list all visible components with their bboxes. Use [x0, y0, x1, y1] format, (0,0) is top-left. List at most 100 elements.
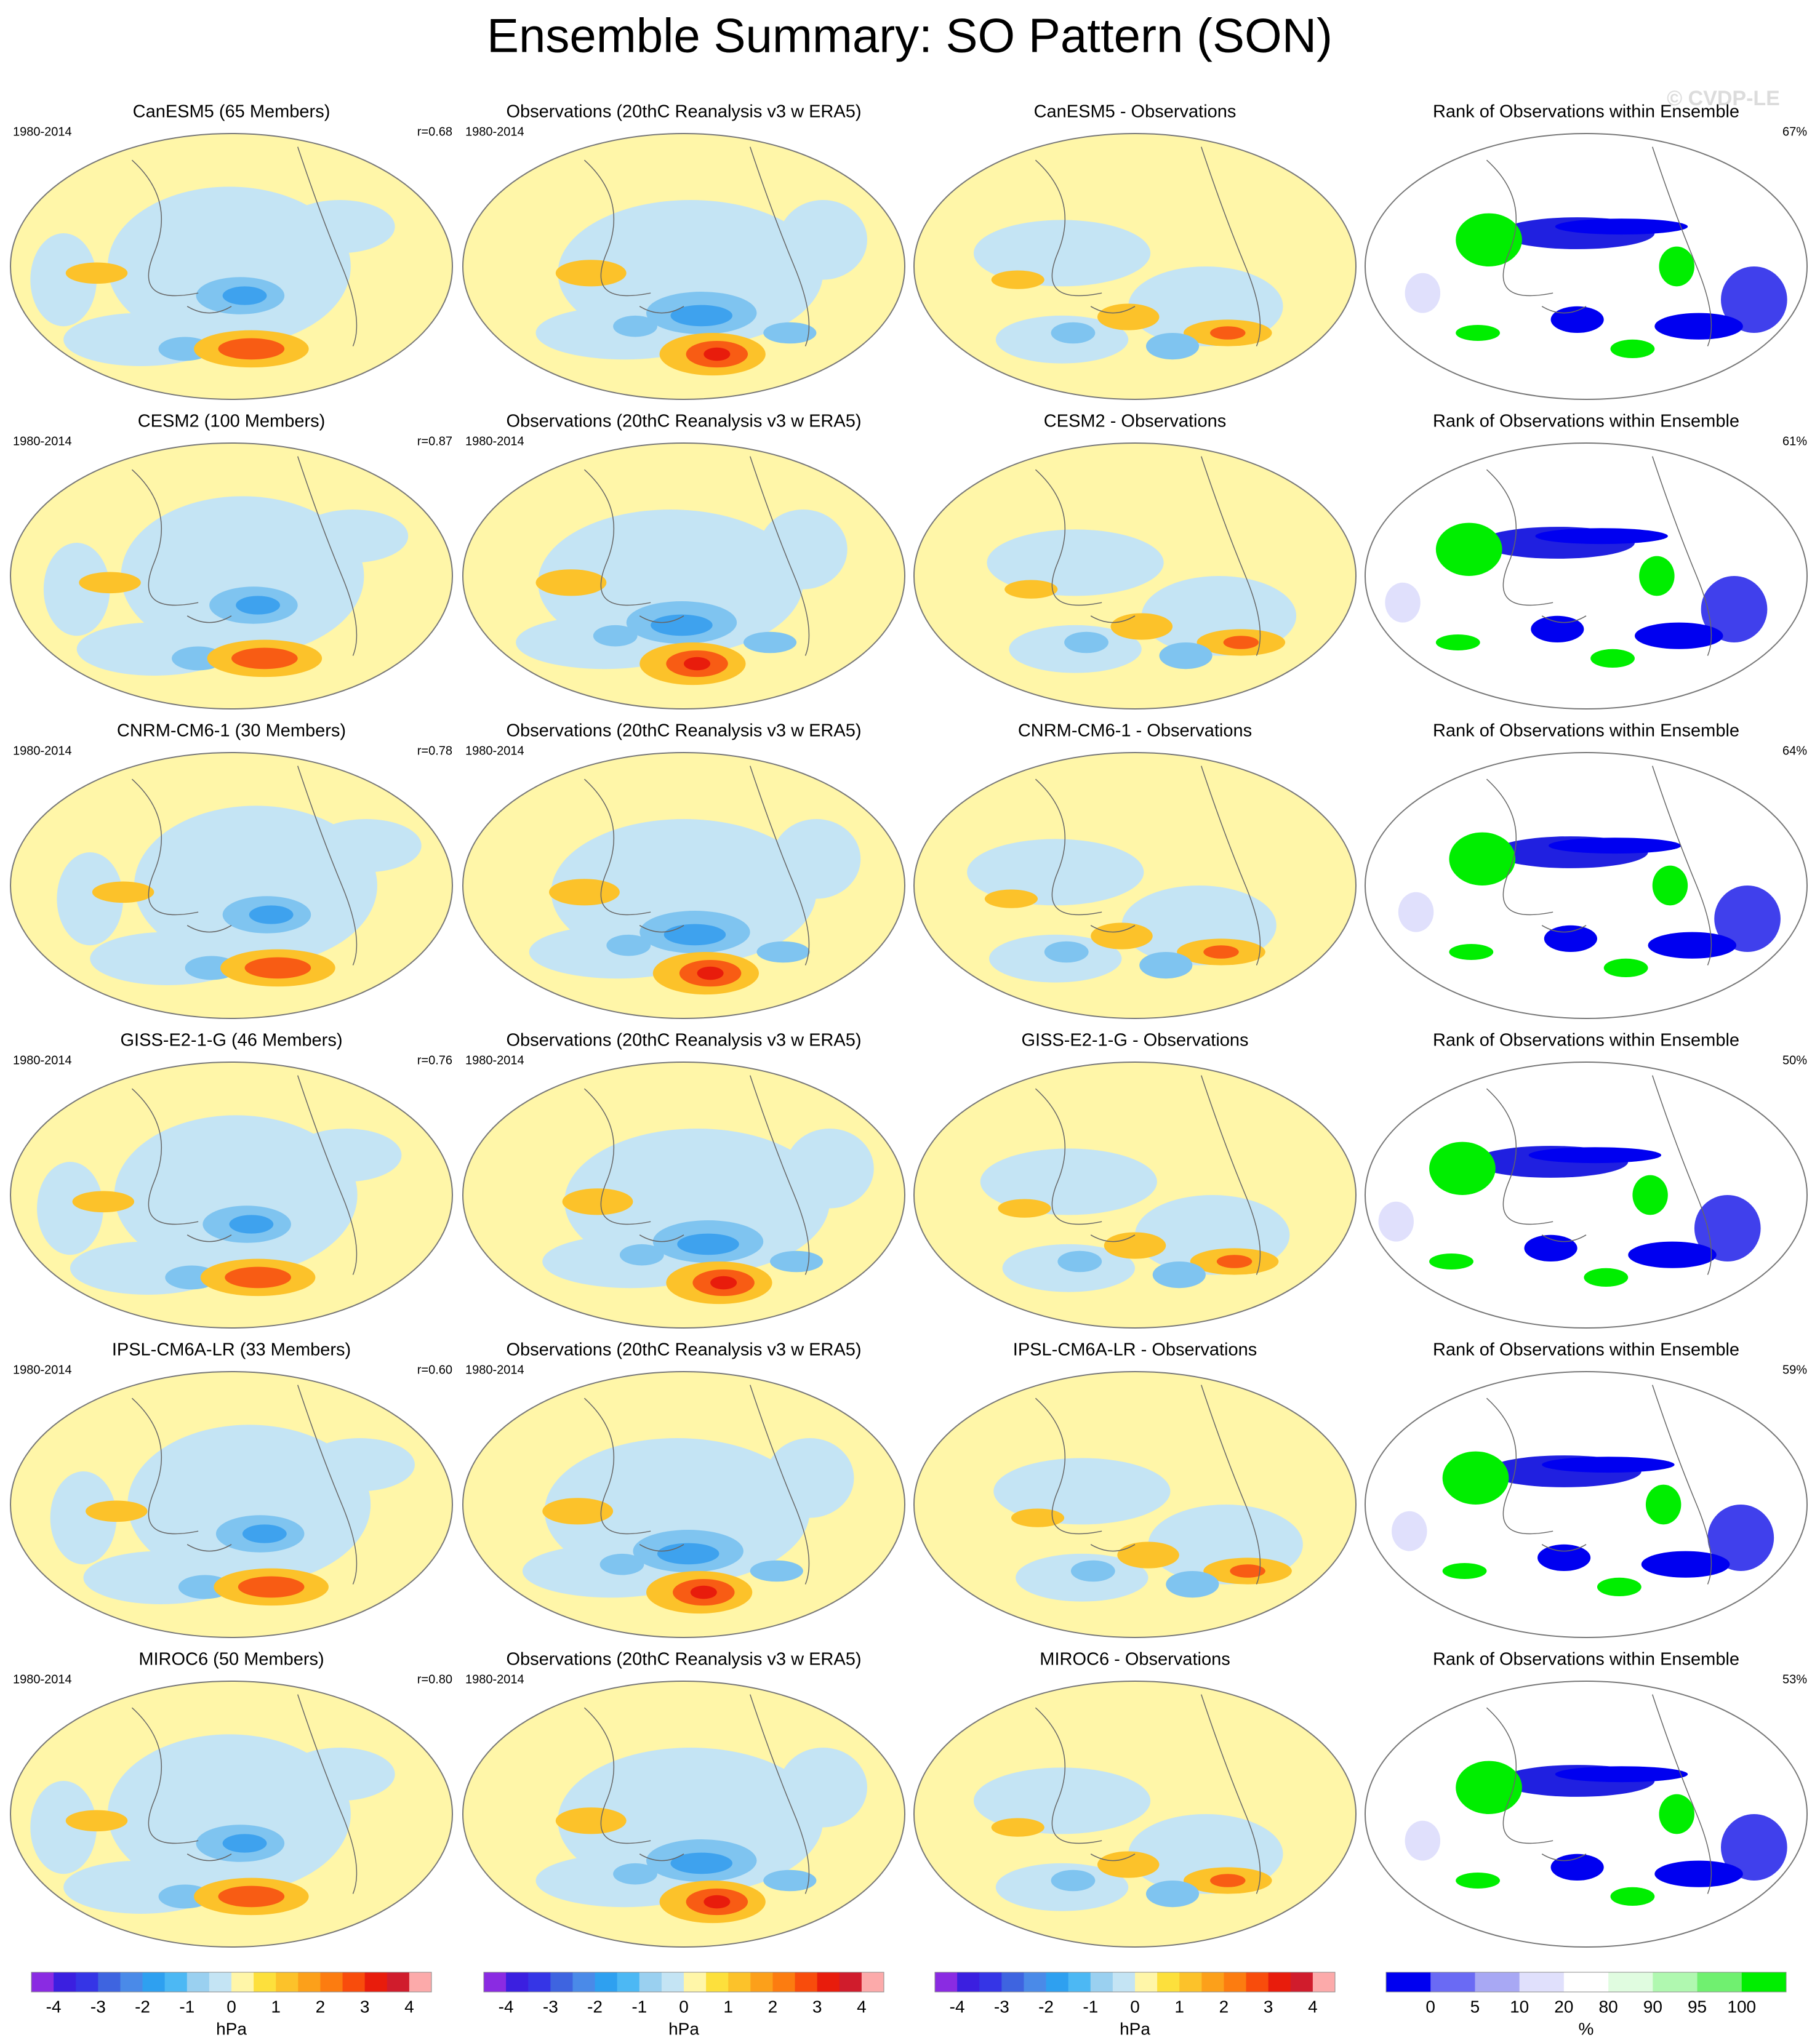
- colorbar-tick-label: -4: [46, 1997, 62, 2016]
- contour-region: [704, 1895, 731, 1909]
- coastline: [131, 456, 358, 656]
- map-outline: [10, 442, 453, 710]
- contour-region: [1110, 613, 1173, 640]
- map-outline: [1365, 752, 1808, 1019]
- contour-region: [743, 631, 797, 654]
- contour-region: [1641, 1551, 1730, 1578]
- contour-region: [92, 881, 154, 903]
- contour-region: [984, 889, 1038, 908]
- contour-region: [763, 322, 817, 344]
- contour-region: [599, 1553, 644, 1575]
- colorbar-box: [186, 1972, 210, 1992]
- colorbar-tick-label: 100: [1727, 1997, 1756, 2016]
- coastline: [131, 766, 358, 966]
- contour-region: [1610, 1887, 1655, 1906]
- map: [914, 134, 1356, 399]
- colorbar-frame: [934, 1972, 1336, 1993]
- map-outline: [913, 442, 1357, 710]
- colorbar-tick-label: 3: [1264, 1997, 1273, 2016]
- colorbar-tick-label: 2: [316, 1997, 326, 2016]
- panel-title: CNRM-CM6-1 (30 Members): [117, 721, 346, 741]
- coastline: [1486, 146, 1712, 346]
- contour-region: [1449, 944, 1494, 960]
- period-label: 1980-2014: [465, 1363, 524, 1377]
- contour-region: [1435, 522, 1502, 576]
- coastline: [583, 766, 810, 966]
- colorbar-box: [1024, 1972, 1047, 1992]
- contour-region: [535, 569, 607, 596]
- colorbar-box: [76, 1972, 98, 1992]
- period-label: 1980-2014: [13, 744, 72, 758]
- map: [914, 1681, 1356, 1947]
- coastline: [1035, 1694, 1261, 1894]
- contour-region: [1435, 634, 1480, 650]
- contour-region: [1442, 1563, 1487, 1579]
- figure-title: Ensemble Summary: SO Pattern (SON): [487, 9, 1333, 63]
- contour-region: [991, 270, 1044, 289]
- colorbar-box: [1386, 1972, 1431, 1992]
- coastline: [1035, 766, 1261, 966]
- map-outline: [462, 752, 905, 1019]
- colorbar-tick-label: 2: [1219, 1997, 1229, 2016]
- contour-region: [765, 1438, 854, 1518]
- contour-region: [1584, 1268, 1629, 1287]
- colorbar-tick-label: -1: [179, 1997, 194, 2016]
- contour-region: [1011, 1508, 1065, 1527]
- contour-region: [677, 1233, 739, 1255]
- stat-label: 64%: [1782, 744, 1807, 758]
- period-label: 1980-2014: [465, 125, 524, 138]
- contour-region: [1610, 339, 1655, 359]
- panel-title: CanESM5 (65 Members): [133, 102, 331, 122]
- contour-region: [1535, 528, 1668, 545]
- colorbar-tick-label: -3: [90, 1997, 106, 2016]
- contour-region: [1210, 326, 1246, 340]
- colorbar-tick-label: 1: [723, 1997, 733, 2016]
- map-panel: MIROC6 - Observations: [913, 1650, 1357, 1948]
- map-panel: Observations (20thC Reanalysis v3 w ERA5…: [462, 102, 905, 400]
- contour-region: [1004, 580, 1058, 599]
- map-panel: Rank of Observations within Ensemble 64%: [1365, 721, 1808, 1019]
- contour-region: [1456, 1761, 1522, 1814]
- contour-region: [555, 1807, 627, 1834]
- colorbar-box: [1179, 1972, 1202, 1992]
- colorbar-box: [572, 1972, 596, 1992]
- contour-region: [1597, 1577, 1642, 1597]
- contour-region: [980, 1148, 1157, 1215]
- map: [463, 753, 905, 1018]
- map: [10, 1062, 452, 1328]
- colorbar-box: [98, 1972, 121, 1992]
- contour-region: [690, 1585, 717, 1599]
- contour-region: [1051, 322, 1096, 344]
- contour-region: [1117, 1541, 1179, 1569]
- contour-region: [1634, 622, 1723, 649]
- colorbar-tick-label: -3: [543, 1997, 558, 2016]
- map-outline: [1365, 1061, 1808, 1329]
- contour-region: [1385, 582, 1421, 623]
- panel-title: Observations (20thC Reanalysis v3 w ERA5…: [506, 102, 861, 122]
- contour-region: [1216, 1255, 1253, 1268]
- map-panel: Rank of Observations within Ensemble 50%: [1365, 1031, 1808, 1329]
- colorbar-box: [839, 1972, 862, 1992]
- map: [10, 753, 452, 1018]
- contour-region: [291, 1129, 402, 1182]
- contour-region: [1064, 631, 1108, 654]
- map-outline: [462, 1681, 905, 1948]
- colorbar-box: [639, 1972, 662, 1992]
- contour-region: [229, 1215, 274, 1234]
- map: [463, 443, 905, 709]
- colorbar-box: [728, 1972, 751, 1992]
- contour-region: [1544, 925, 1597, 952]
- stat-label: r=0.78: [417, 744, 452, 758]
- contour-region: [242, 1524, 287, 1543]
- colorbar-tick-label: -1: [1083, 1997, 1098, 2016]
- contour-region: [1097, 303, 1160, 330]
- contour-region: [244, 957, 311, 979]
- contour-region: [549, 879, 620, 906]
- panel-title: CESM2 (100 Members): [138, 412, 326, 431]
- contour-region: [987, 529, 1164, 596]
- map-panel: MIROC6 (50 Members) 1980-2014 r=0.80: [10, 1650, 453, 1948]
- stat-label: r=0.80: [417, 1673, 452, 1686]
- contour-region: [1456, 325, 1500, 341]
- contour-region: [284, 200, 395, 254]
- contour-region: [86, 1500, 148, 1522]
